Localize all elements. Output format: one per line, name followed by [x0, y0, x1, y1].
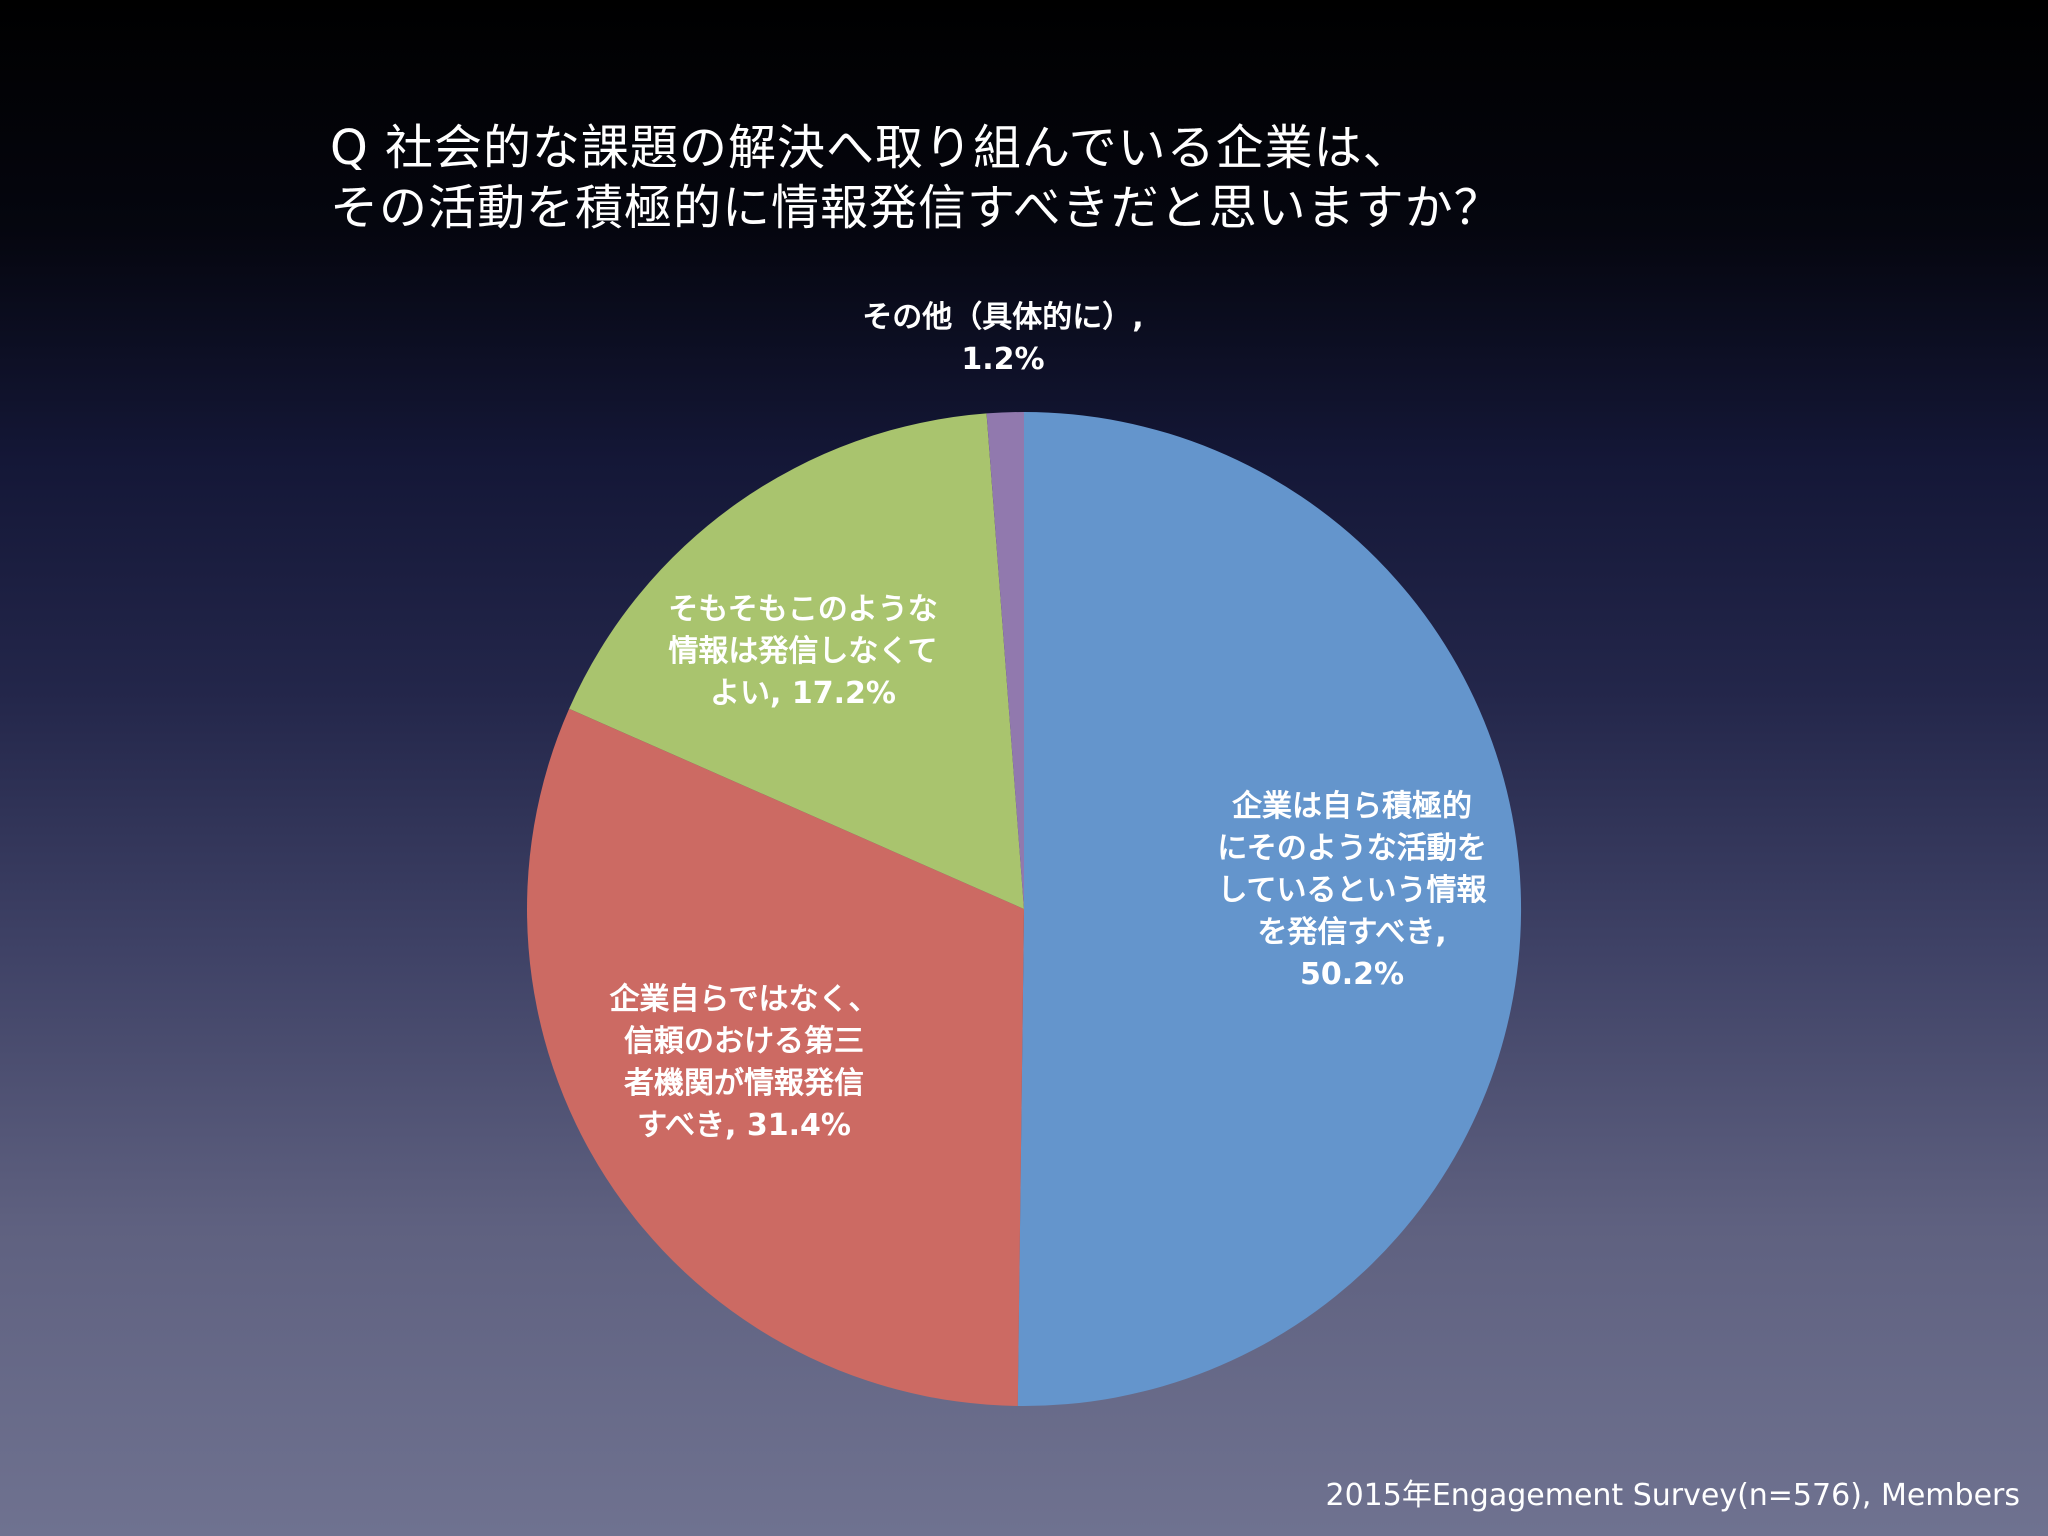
pie-slice-3: [569, 413, 1024, 909]
pie-slice-label-2: 企業自らではなく、信頼のおける第三者機関が情報発信すべき, 31.4%: [609, 982, 878, 1143]
pie-slice-label-line: その他（具体的に）,: [862, 300, 1143, 335]
pie-slices: [527, 412, 1522, 1406]
slide-title-line-1: Q 社会的な課題の解決へ取り組んでいる企業は、: [330, 120, 1412, 176]
pie-slice-label-line: 情報は発信しなくて: [668, 634, 937, 669]
pie-slice-label-line: 信頼のおける第三: [624, 1024, 864, 1059]
pie-labels: 企業は自ら積極的にそのような活動をしているという情報を発信すべき, 50.2%企業…: [609, 300, 1487, 1143]
pie-slice-label-3: そもそもこのような情報は発信しなくてよい, 17.2%: [668, 592, 937, 711]
pie-slice-label-line: 者機関が情報発信: [624, 1066, 864, 1101]
pie-slice-1: [1017, 412, 1522, 1406]
slide-title-line-2: その活動を積極的に情報発信すべきだと思いますか？: [330, 180, 1503, 236]
pie-slice-label-line: すべき, 31.4%: [637, 1108, 851, 1143]
pie-slice-label-line: 50.2%: [1300, 957, 1404, 992]
pie-slice-label-line: よい, 17.2%: [710, 676, 896, 711]
pie-slice-label-line: 企業自らではなく、: [609, 982, 878, 1017]
pie-slice-label-line: そもそもこのような: [668, 592, 937, 627]
pie-slice-label-line: 企業は自ら積極的: [1232, 789, 1472, 824]
pie-slice-label-1: 企業は自ら積極的にそのような活動をしているという情報を発信すべき, 50.2%: [1217, 789, 1487, 992]
pie-slice-2: [527, 708, 1024, 1406]
pie-slice-label-line: しているという情報: [1217, 873, 1487, 908]
survey-source-footer: 2015年Engagement Survey(n=576), Members: [1325, 1478, 2020, 1513]
pie-slice-label-line: 1.2%: [961, 342, 1044, 377]
pie-slice-4: [986, 412, 1024, 909]
pie-slice-label-line: にそのような活動を: [1217, 831, 1486, 866]
pie-slice-label-line: を発信すべき,: [1257, 915, 1446, 950]
pie-slice-label-4: その他（具体的に）, 1.2%: [862, 300, 1143, 377]
